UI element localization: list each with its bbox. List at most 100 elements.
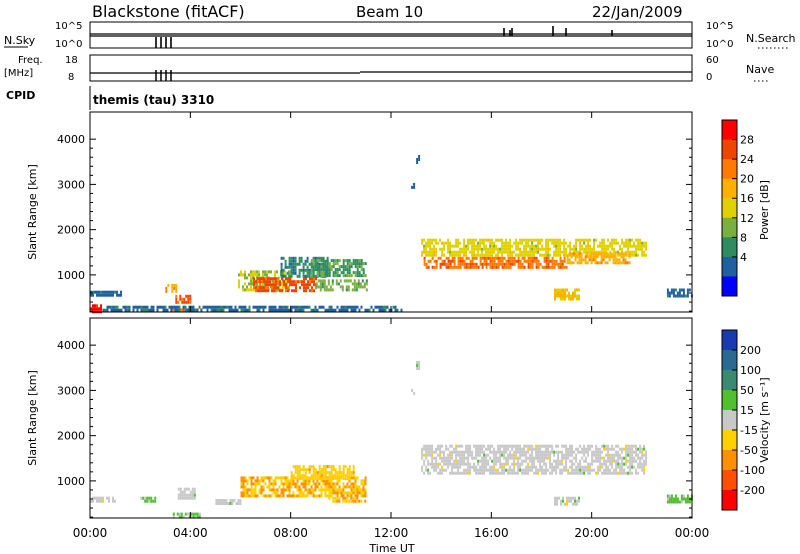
data-cell bbox=[608, 258, 611, 262]
data-cell bbox=[614, 255, 617, 259]
data-cell bbox=[603, 462, 606, 466]
data-cell bbox=[563, 238, 566, 242]
data-cell bbox=[602, 258, 605, 262]
data-cell bbox=[535, 247, 538, 251]
velocity-scatter bbox=[90, 361, 693, 519]
data-cell bbox=[360, 491, 363, 495]
data-cell bbox=[507, 444, 510, 448]
data-cell bbox=[429, 238, 432, 242]
data-cell bbox=[596, 261, 599, 265]
data-cell bbox=[215, 502, 218, 505]
data-cell bbox=[591, 250, 594, 254]
data-cell bbox=[296, 465, 299, 469]
data-cell bbox=[457, 241, 460, 245]
data-cell bbox=[633, 444, 636, 448]
data-cell bbox=[601, 241, 604, 245]
data-cell bbox=[566, 261, 569, 265]
data-cell bbox=[537, 471, 540, 475]
data-cell bbox=[611, 471, 614, 475]
data-cell bbox=[469, 468, 472, 472]
data-cell bbox=[435, 468, 438, 472]
data-cell bbox=[525, 247, 528, 251]
data-cell bbox=[481, 250, 484, 254]
data-cell bbox=[150, 496, 153, 500]
data-cell bbox=[487, 468, 490, 472]
n-search-tick-top: 10^5 bbox=[706, 21, 733, 32]
data-cell bbox=[607, 459, 610, 463]
data-cell bbox=[316, 494, 319, 498]
data-cell bbox=[497, 444, 500, 448]
data-cell bbox=[564, 294, 566, 298]
data-cell bbox=[280, 488, 283, 492]
data-cell bbox=[529, 465, 532, 469]
data-cell bbox=[423, 459, 426, 463]
data-cell bbox=[275, 280, 277, 284]
data-cell bbox=[189, 294, 192, 298]
data-cell bbox=[572, 261, 575, 265]
data-cell bbox=[242, 273, 244, 277]
data-cell bbox=[533, 471, 536, 475]
data-cell bbox=[216, 308, 219, 312]
data-cell bbox=[622, 261, 625, 265]
data-cell bbox=[338, 496, 341, 500]
data-cell bbox=[591, 450, 594, 454]
data-cell bbox=[676, 497, 679, 501]
data-cell bbox=[633, 450, 636, 454]
data-cell bbox=[340, 308, 343, 312]
data-cell bbox=[499, 238, 502, 242]
data-cell bbox=[473, 444, 476, 448]
data-cell bbox=[569, 459, 572, 463]
data-cell bbox=[481, 444, 484, 448]
data-cell bbox=[188, 308, 191, 312]
data-cell bbox=[179, 294, 182, 298]
data-cell bbox=[625, 238, 628, 242]
data-cell bbox=[487, 262, 490, 266]
data-cell bbox=[253, 286, 255, 290]
data-cell bbox=[342, 482, 345, 486]
data-cell bbox=[311, 289, 313, 293]
data-cell bbox=[322, 268, 325, 272]
data-cell bbox=[330, 308, 333, 312]
data-cell bbox=[366, 308, 369, 312]
data-cell bbox=[449, 453, 452, 457]
data-cell bbox=[578, 258, 581, 262]
data-cell bbox=[545, 250, 548, 254]
data-cell bbox=[354, 482, 357, 486]
data-cell bbox=[298, 465, 301, 469]
data-cell bbox=[295, 280, 297, 284]
data-cell bbox=[423, 244, 426, 248]
data-cell bbox=[529, 256, 532, 260]
data-cell bbox=[571, 468, 574, 472]
data-cell bbox=[295, 289, 297, 293]
data-cell bbox=[338, 465, 341, 469]
frequency-panel: Freq. [MHz] 18 8 60 0 Nave bbox=[4, 54, 774, 83]
data-cell bbox=[491, 247, 494, 251]
data-cell bbox=[599, 250, 602, 254]
data-cell bbox=[557, 250, 560, 254]
data-cell bbox=[431, 265, 434, 269]
data-cell bbox=[521, 250, 524, 254]
data-cell bbox=[429, 444, 432, 448]
data-cell bbox=[563, 247, 566, 251]
data-cell bbox=[549, 462, 552, 466]
data-cell bbox=[423, 259, 426, 263]
data-cell bbox=[551, 241, 554, 245]
data-cell bbox=[298, 491, 301, 495]
data-cell bbox=[463, 262, 466, 266]
colorbar-tick-label: 28 bbox=[740, 134, 754, 147]
data-cell bbox=[495, 253, 498, 257]
data-cell bbox=[176, 512, 179, 516]
data-cell bbox=[328, 494, 331, 498]
data-cell bbox=[193, 490, 196, 494]
data-cell bbox=[537, 259, 540, 263]
data-cell bbox=[172, 512, 175, 516]
data-cell bbox=[267, 280, 269, 284]
data-cell bbox=[256, 308, 259, 312]
data-cell bbox=[350, 262, 353, 266]
data-cell bbox=[176, 308, 179, 312]
data-cell bbox=[362, 482, 365, 486]
data-cell bbox=[308, 305, 311, 309]
data-cell bbox=[449, 259, 452, 263]
data-cell bbox=[92, 307, 94, 311]
data-cell bbox=[591, 468, 594, 472]
